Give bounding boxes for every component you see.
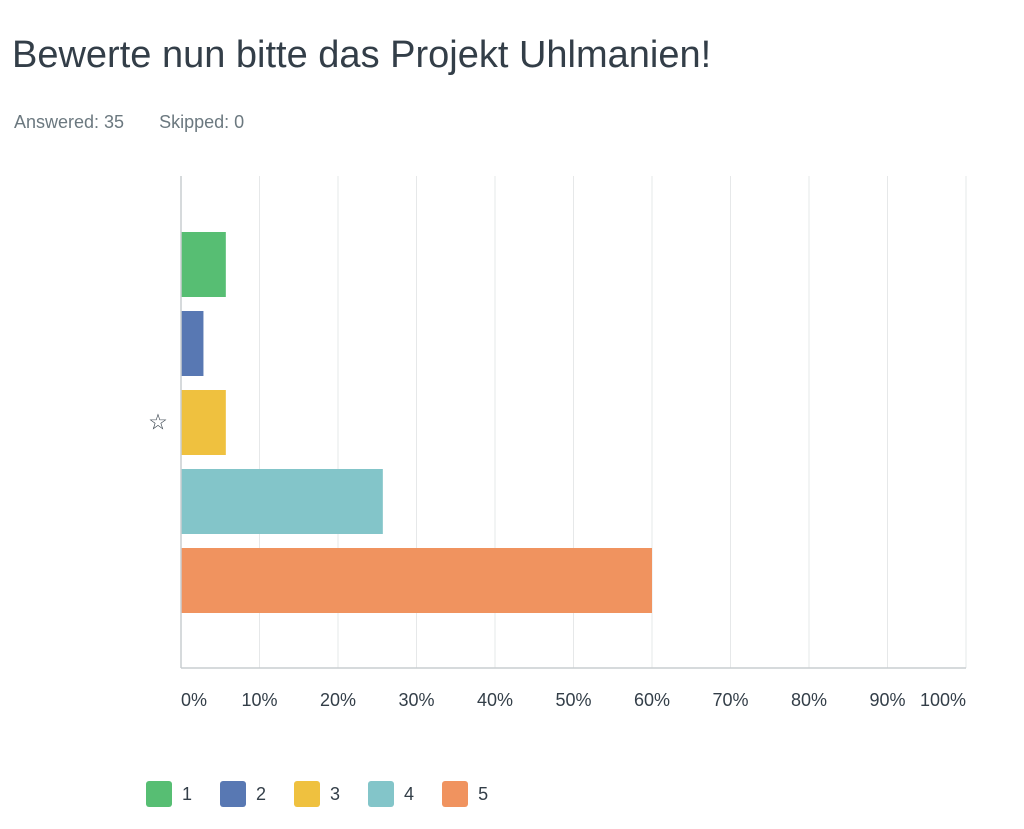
x-tick-label-30: 30% bbox=[398, 690, 434, 710]
x-tick-label-100: 100% bbox=[920, 690, 966, 710]
x-tick-label-60: 60% bbox=[634, 690, 670, 710]
category-label: ☆ bbox=[148, 409, 168, 434]
bar-4[interactable] bbox=[181, 469, 383, 534]
x-tick-label-40: 40% bbox=[477, 690, 513, 710]
bar-3[interactable] bbox=[181, 390, 226, 455]
bar-5[interactable] bbox=[181, 548, 652, 613]
chart-bars bbox=[181, 232, 652, 613]
chart-legend: 1 2 3 4 5 bbox=[146, 781, 516, 807]
legend-swatch-2 bbox=[220, 781, 247, 807]
response-stats: Answered: 35 Skipped: 0 bbox=[14, 112, 244, 133]
legend-swatch-5 bbox=[442, 781, 469, 807]
x-tick-label-90: 90% bbox=[869, 690, 905, 710]
x-tick-label-20: 20% bbox=[320, 690, 356, 710]
answered-count: Answered: 35 bbox=[14, 112, 125, 132]
star-outline-icon: ☆ bbox=[148, 409, 168, 434]
legend-label-3: 3 bbox=[330, 783, 341, 804]
legend-item-3[interactable]: 3 bbox=[294, 781, 340, 807]
legend-label-2: 2 bbox=[256, 783, 267, 804]
x-tick-label-70: 70% bbox=[712, 690, 748, 710]
legend-label-4: 4 bbox=[404, 783, 415, 804]
skipped-count: Skipped: 0 bbox=[159, 112, 245, 132]
legend-item-2[interactable]: 2 bbox=[220, 781, 266, 807]
bar-1[interactable] bbox=[181, 232, 226, 297]
bar-2[interactable] bbox=[181, 311, 204, 376]
x-tick-label-80: 80% bbox=[791, 690, 827, 710]
x-tick-label-0: 0% bbox=[181, 690, 207, 710]
legend-swatch-4 bbox=[368, 781, 395, 807]
legend-swatch-3 bbox=[294, 781, 321, 807]
legend-item-1[interactable]: 1 bbox=[146, 781, 192, 807]
question-title: Bewerte nun bitte das Projekt Uhlmanien! bbox=[12, 34, 712, 76]
legend-item-4[interactable]: 4 bbox=[368, 781, 414, 807]
x-tick-label-50: 50% bbox=[555, 690, 591, 710]
legend-swatch-1 bbox=[146, 781, 172, 807]
legend-label-5: 5 bbox=[478, 783, 489, 804]
chart-axes bbox=[180, 176, 966, 669]
legend-label-1: 1 bbox=[182, 783, 193, 804]
x-tick-label-10: 10% bbox=[241, 690, 277, 710]
chart-category-labels: ☆ bbox=[148, 409, 168, 434]
legend-item-5[interactable]: 5 bbox=[442, 781, 488, 807]
chart-tick-labels: 0% 10% 20% 30% 40% 50% 60% 70% 80% 90% 100% bbox=[181, 690, 966, 710]
